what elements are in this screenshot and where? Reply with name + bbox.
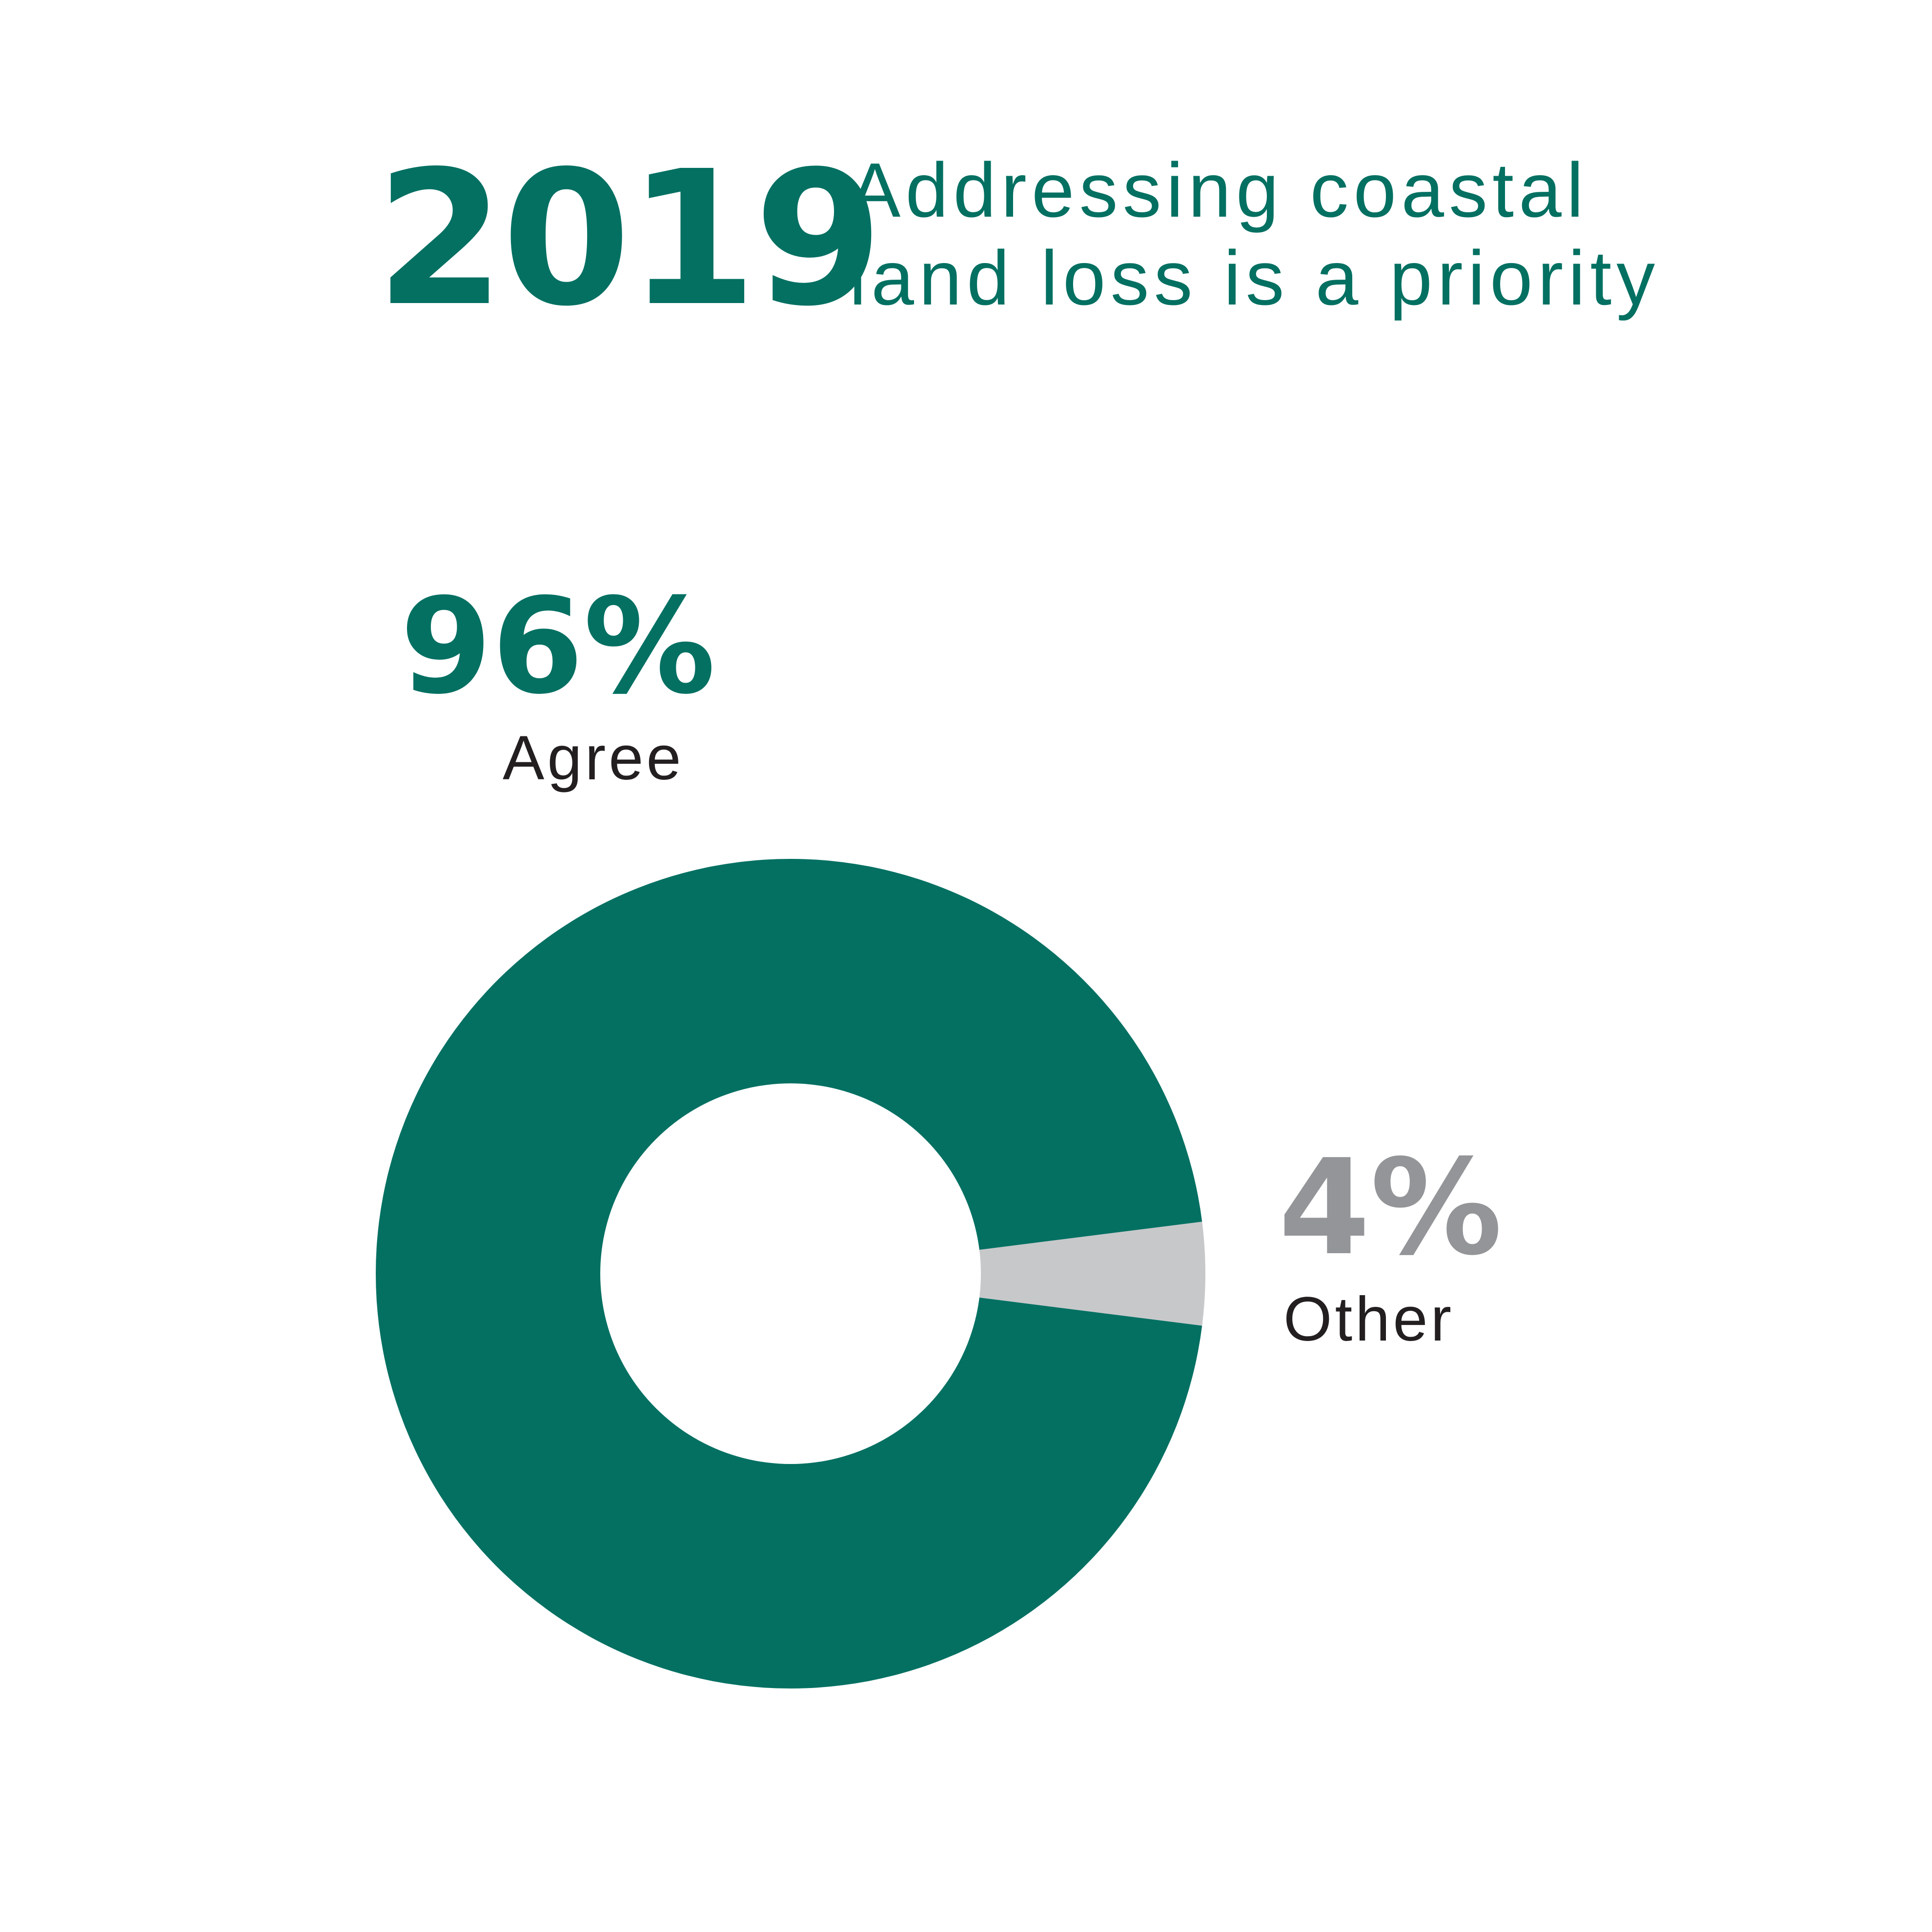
other-slice	[979, 1221, 1205, 1326]
title-line-2: land loss is a priority	[849, 235, 1660, 321]
title-line-1: Addressing coastal	[849, 147, 1588, 233]
other-category-label: Other	[1283, 1284, 1455, 1354]
other-value-label: 4%	[1279, 1131, 1503, 1284]
agree-category-label: Agree	[503, 723, 684, 793]
agree-slice	[375, 858, 1202, 1688]
chart-title: Addressing coastal land loss is a priori…	[849, 146, 1660, 322]
year-heading: 2019	[376, 131, 883, 347]
agree-value-label: 96%	[400, 569, 716, 723]
